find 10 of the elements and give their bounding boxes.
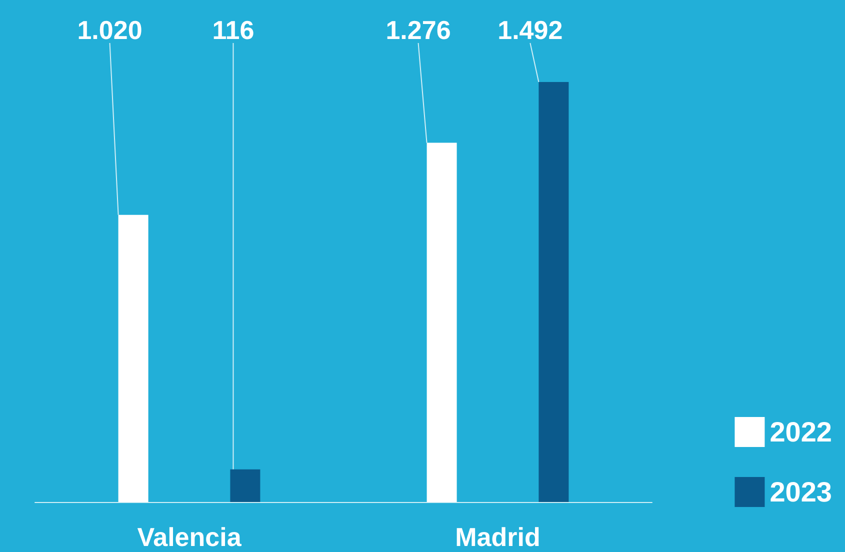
data-label: 1.020	[77, 15, 142, 45]
data-label: 1.492	[498, 15, 563, 45]
x-tick-label: Madrid	[455, 522, 540, 552]
legend-label: 2023	[770, 476, 832, 508]
bar	[230, 469, 260, 502]
bar	[538, 82, 569, 502]
x-tick-label: Valencia	[137, 522, 242, 552]
data-label: 116	[212, 15, 254, 45]
data-label: 1.276	[386, 15, 451, 45]
legend-label: 2022	[770, 416, 832, 448]
